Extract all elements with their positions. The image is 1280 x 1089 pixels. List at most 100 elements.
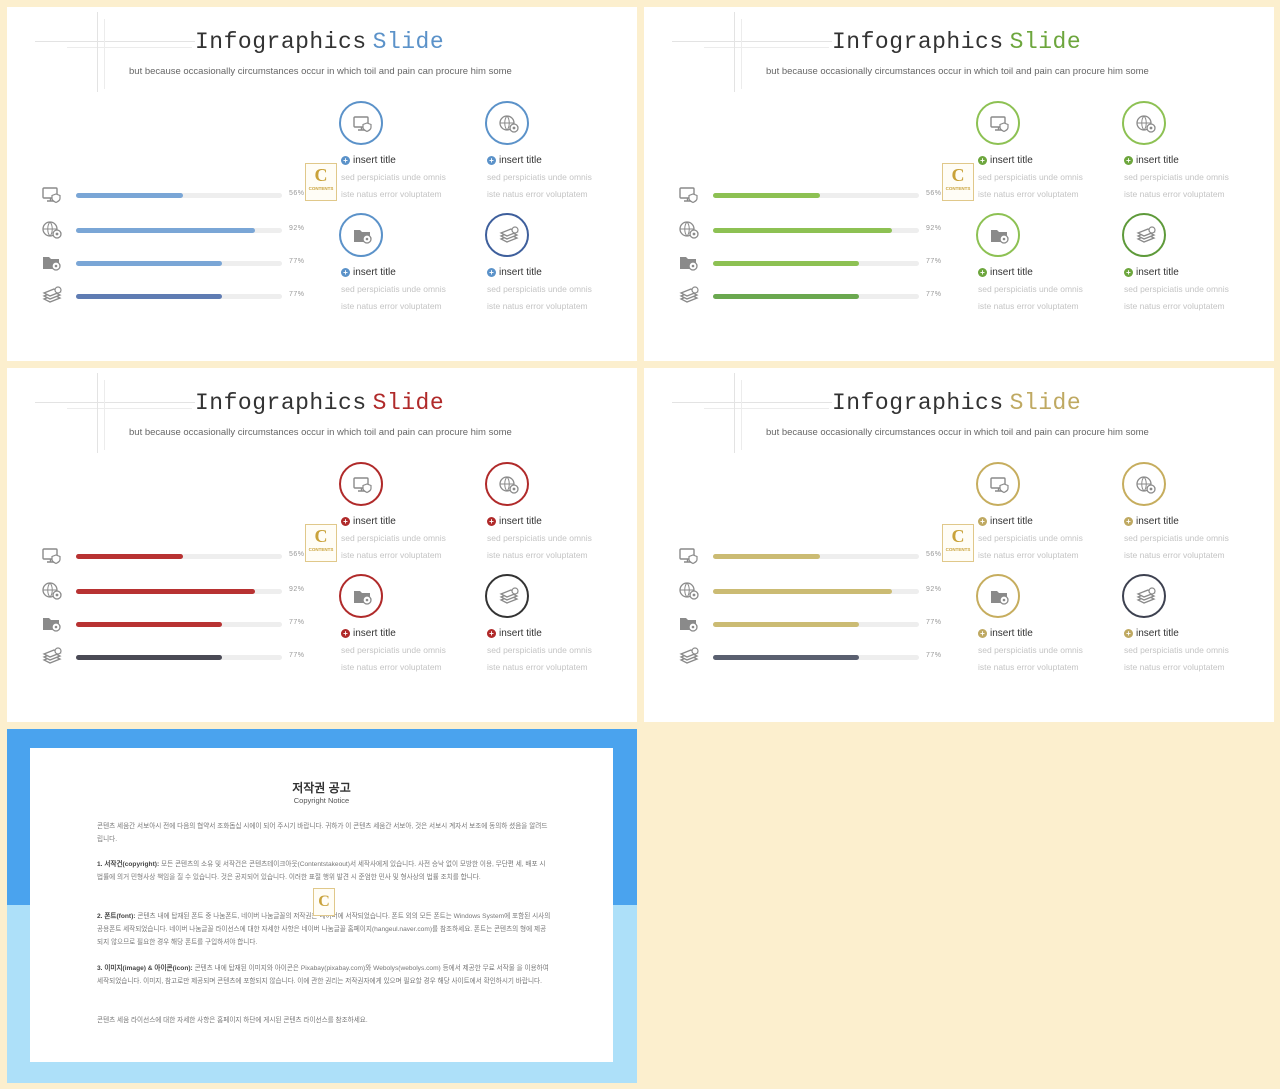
feature-title: + insert title bbox=[341, 516, 396, 527]
feature-item[interactable]: + insert title sed perspiciatis unde omnis… bbox=[1122, 462, 1262, 572]
slide-green[interactable]: Infographics Slide but because occasionall… bbox=[644, 7, 1274, 361]
plus-circle-icon: + bbox=[1124, 268, 1133, 277]
copyright-section-2: 2. 폰트(font): 콘텐츠 내에 탑재된 폰트 중 나눔폰트, 네이버 나… bbox=[97, 910, 552, 949]
progress-track bbox=[713, 554, 919, 559]
feature-title-text: insert title bbox=[499, 516, 542, 527]
slide-blue[interactable]: Infographics Slide but because occasionall… bbox=[7, 7, 637, 361]
progress-track bbox=[76, 261, 282, 266]
progress-fill bbox=[713, 655, 860, 660]
feature-desc-line-1: sed perspiciatis unde omnis bbox=[1124, 645, 1229, 655]
feature-desc-line-1: sed perspiciatis unde omnis bbox=[341, 284, 446, 294]
copyright-title: 저작권 공고 bbox=[292, 781, 351, 795]
feature-item[interactable]: + insert title sed perspiciatis unde omnis… bbox=[976, 213, 1116, 323]
progress-track bbox=[76, 655, 282, 660]
feature-item[interactable]: + insert title sed perspiciatis unde omnis… bbox=[976, 101, 1116, 211]
deco-line bbox=[104, 380, 105, 450]
feature-item[interactable]: + insert title sed perspiciatis unde omnis… bbox=[1122, 101, 1262, 211]
contents-logo-caption: CONTENTS bbox=[308, 547, 334, 552]
slide-title-main: Infographics bbox=[832, 29, 1004, 55]
copyright-section-1: 1. 서작건(copyright): 모든 콘텐츠의 소유 및 서작건은 콘텐츠… bbox=[97, 858, 552, 884]
slide-title-highlight: Slide bbox=[372, 390, 445, 416]
plus-circle-icon: + bbox=[978, 629, 987, 638]
progress-percent: 92% bbox=[926, 225, 942, 232]
money-stack-icon bbox=[41, 647, 63, 667]
feature-desc-line-2: iste natus error voluptatem bbox=[978, 189, 1079, 199]
folder-gear-icon bbox=[41, 253, 63, 273]
feature-desc-line-2: iste natus error voluptatem bbox=[978, 550, 1079, 560]
feature-desc-line-2: iste natus error voluptatem bbox=[1124, 662, 1225, 672]
plus-circle-icon: + bbox=[341, 517, 350, 526]
feature-title: + insert title bbox=[1124, 155, 1179, 166]
monitor-shield-icon bbox=[678, 546, 700, 566]
plus-circle-icon: + bbox=[487, 268, 496, 277]
copyright-outro: 콘텐츠 세움 라이선스에 대한 자세한 사항은 홈페이지 하단에 게시된 콘텐츠… bbox=[97, 1017, 368, 1024]
progress-row: 56% bbox=[678, 185, 958, 207]
feature-item[interactable]: + insert title sed perspiciatis unde omnis… bbox=[339, 213, 479, 323]
progress-percent: 77% bbox=[926, 291, 942, 298]
copyright-section-3-heading: 3. 이미지(image) & 아이콘(icon): bbox=[97, 965, 193, 972]
slide-red[interactable]: Infographics Slide but because occasionall… bbox=[7, 368, 637, 722]
feature-item[interactable]: + insert title sed perspiciatis unde omnis… bbox=[485, 213, 625, 323]
progress-row: 56% bbox=[678, 546, 958, 568]
feature-desc-line-1: sed perspiciatis unde omnis bbox=[978, 172, 1083, 182]
plus-circle-icon: + bbox=[487, 517, 496, 526]
feature-desc-line-1: sed perspiciatis unde omnis bbox=[978, 284, 1083, 294]
progress-track bbox=[713, 193, 919, 198]
feature-icon-circle bbox=[976, 462, 1020, 506]
progress-percent: 77% bbox=[289, 652, 305, 659]
plus-circle-icon: + bbox=[341, 268, 350, 277]
feature-title-text: insert title bbox=[353, 155, 396, 166]
plus-circle-icon: + bbox=[487, 156, 496, 165]
copyright-section-2-heading: 2. 폰트(font): bbox=[97, 913, 136, 920]
feature-item[interactable]: + insert title sed perspiciatis unde omnis… bbox=[976, 462, 1116, 572]
slide-title: Infographics Slide bbox=[195, 29, 444, 55]
feature-item[interactable]: + insert title sed perspiciatis unde omnis… bbox=[339, 101, 479, 211]
deco-line bbox=[704, 47, 829, 48]
copyright-section-1-heading: 1. 서작건(copyright): bbox=[97, 861, 160, 868]
deco-line bbox=[97, 12, 98, 92]
contents-logo-letter: C bbox=[314, 526, 328, 546]
money-stack-icon bbox=[41, 286, 63, 306]
deco-line bbox=[734, 373, 735, 453]
feature-icon-circle bbox=[339, 213, 383, 257]
feature-item[interactable]: + insert title sed perspiciatis unde omnis… bbox=[339, 574, 479, 684]
feature-icon-circle bbox=[1122, 101, 1166, 145]
progress-percent: 77% bbox=[289, 258, 305, 265]
monitor-shield-icon bbox=[678, 185, 700, 205]
slide-gold[interactable]: Infographics Slide but because occasionall… bbox=[644, 368, 1274, 722]
feature-desc-line-1: sed perspiciatis unde omnis bbox=[487, 284, 592, 294]
feature-title: + insert title bbox=[341, 628, 396, 639]
deco-line bbox=[35, 41, 195, 42]
feature-item[interactable]: + insert title sed perspiciatis unde omnis… bbox=[485, 462, 625, 572]
slide-title: Infographics Slide bbox=[195, 390, 444, 416]
progress-fill bbox=[76, 193, 184, 198]
copyright-slide[interactable]: 저작권 공고 Copyright Notice 콘텐츠 세움간 서보아시 전에 … bbox=[7, 729, 637, 1083]
progress-percent: 56% bbox=[926, 551, 942, 558]
progress-track bbox=[713, 261, 919, 266]
progress-fill bbox=[76, 261, 223, 266]
feature-title-text: insert title bbox=[1136, 628, 1179, 639]
feature-item[interactable]: + insert title sed perspiciatis unde omnis… bbox=[976, 574, 1116, 684]
feature-desc-line-2: iste natus error voluptatem bbox=[487, 550, 588, 560]
globe-gear-icon bbox=[41, 220, 63, 240]
deco-line bbox=[35, 402, 195, 403]
feature-icon-circle bbox=[485, 462, 529, 506]
feature-title: + insert title bbox=[487, 267, 542, 278]
progress-fill bbox=[76, 655, 223, 660]
copyright-card: 저작권 공고 Copyright Notice 콘텐츠 세움간 서보아시 전에 … bbox=[30, 748, 613, 1062]
feature-desc-line-2: iste natus error voluptatem bbox=[1124, 550, 1225, 560]
progress-row: 77% bbox=[678, 614, 958, 636]
progress-percent: 77% bbox=[926, 258, 942, 265]
feature-item[interactable]: + insert title sed perspiciatis unde omnis… bbox=[1122, 574, 1262, 684]
plus-circle-icon: + bbox=[1124, 629, 1133, 638]
deco-line bbox=[704, 408, 829, 409]
feature-item[interactable]: + insert title sed perspiciatis unde omnis… bbox=[339, 462, 479, 572]
feature-item[interactable]: + insert title sed perspiciatis unde omnis… bbox=[485, 101, 625, 211]
feature-item[interactable]: + insert title sed perspiciatis unde omnis… bbox=[1122, 213, 1262, 323]
contents-logo: C CONTENTS bbox=[305, 163, 337, 201]
feature-item[interactable]: + insert title sed perspiciatis unde omnis… bbox=[485, 574, 625, 684]
progress-track bbox=[76, 228, 282, 233]
deco-line bbox=[734, 12, 735, 92]
progress-percent: 56% bbox=[289, 190, 305, 197]
plus-circle-icon: + bbox=[978, 156, 987, 165]
